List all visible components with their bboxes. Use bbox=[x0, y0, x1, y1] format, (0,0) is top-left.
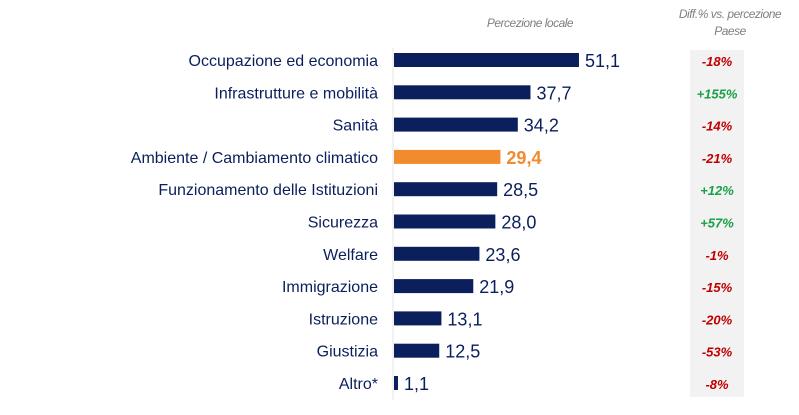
diff-label: +155% bbox=[697, 86, 738, 101]
category-label: Altro* bbox=[339, 376, 378, 393]
bar bbox=[394, 343, 440, 358]
diff-label: +57% bbox=[700, 216, 734, 231]
category-label: Sanità bbox=[333, 118, 378, 135]
diff-label: -21% bbox=[702, 151, 733, 166]
value-label: 12,5 bbox=[445, 342, 480, 362]
diff-header: Diff.% vs. percezione Paese bbox=[670, 6, 790, 40]
bar bbox=[394, 117, 518, 132]
value-label: 13,1 bbox=[447, 309, 482, 329]
diff-header-line1: Diff.% vs. percezione bbox=[678, 7, 782, 21]
value-label: 21,9 bbox=[479, 277, 514, 297]
category-label: Infrastrutture e mobilità bbox=[214, 85, 378, 102]
bar bbox=[394, 279, 474, 294]
diff-label: -14% bbox=[702, 119, 733, 134]
category-label: Giustizia bbox=[317, 344, 378, 361]
category-label: Sicurezza bbox=[308, 215, 378, 232]
category-label: Funzionamento delle Istituzioni bbox=[158, 182, 378, 199]
value-label: 29,4 bbox=[506, 148, 541, 168]
diff-label: +12% bbox=[700, 183, 734, 198]
bar bbox=[394, 214, 496, 229]
diff-label: -20% bbox=[702, 312, 733, 327]
value-header: Percezione locale bbox=[486, 16, 574, 30]
category-label: Welfare bbox=[323, 247, 378, 264]
diff-label: -15% bbox=[702, 280, 733, 295]
value-label: 34,2 bbox=[524, 116, 559, 136]
diff-header-line2: Paese bbox=[714, 24, 746, 38]
value-label: 28,5 bbox=[503, 180, 538, 200]
diff-label: -18% bbox=[702, 54, 733, 69]
value-label: 37,7 bbox=[536, 83, 571, 103]
diff-column-bg bbox=[690, 50, 744, 397]
bar bbox=[394, 85, 531, 100]
diff-label: -1% bbox=[705, 248, 729, 263]
bar bbox=[394, 246, 480, 261]
value-label: 1,1 bbox=[404, 374, 429, 394]
bar bbox=[394, 182, 498, 197]
category-label: Occupazione ed economia bbox=[189, 53, 379, 70]
bar bbox=[394, 311, 442, 326]
diff-label: -53% bbox=[702, 345, 733, 360]
category-label: Immigrazione bbox=[282, 279, 378, 296]
category-label: Istruzione bbox=[309, 311, 378, 328]
bar bbox=[394, 149, 501, 164]
bar bbox=[394, 376, 398, 390]
value-label: 51,1 bbox=[585, 51, 620, 71]
value-label: 23,6 bbox=[485, 245, 520, 265]
value-label: 28,0 bbox=[501, 213, 536, 233]
category-label: Ambiente / Cambiamento climatico bbox=[131, 150, 378, 167]
bar bbox=[394, 53, 579, 67]
diff-label: -8% bbox=[705, 377, 729, 392]
